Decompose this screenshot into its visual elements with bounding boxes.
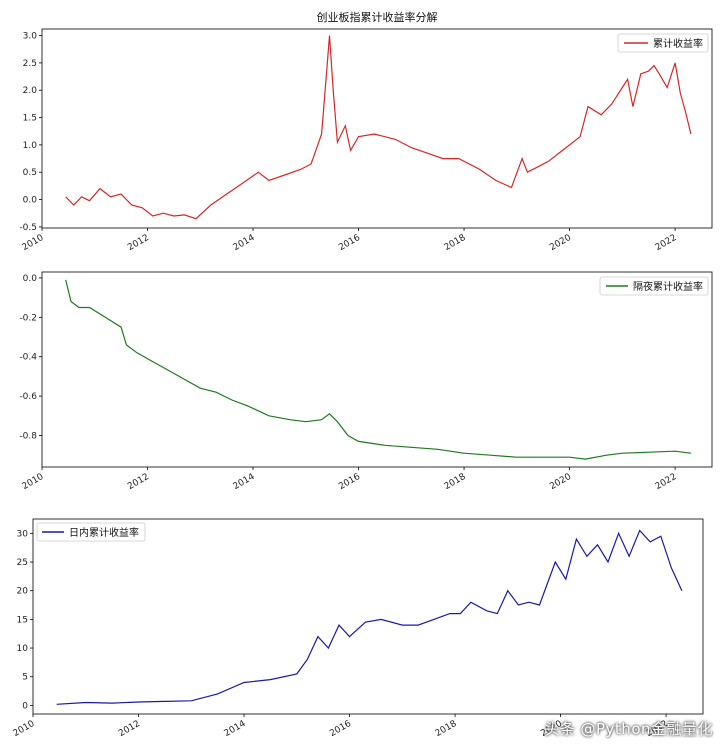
y-tick-label: 0 bbox=[22, 701, 28, 711]
x-tick-label: 2016 bbox=[337, 233, 362, 253]
yticks-overnight: -0.8 -0.6 -0.4 -0.2 0.0 bbox=[19, 274, 42, 441]
x-tick-label: 2012 bbox=[117, 719, 142, 739]
series-line-overnight bbox=[65, 279, 691, 460]
x-tick-label: 2010 bbox=[21, 472, 46, 492]
y-tick-label: 10 bbox=[17, 644, 29, 654]
yticks-intraday: 0 5 10 15 20 25 30 bbox=[17, 529, 33, 711]
y-tick-label: 0.0 bbox=[23, 274, 38, 284]
y-tick-label: 25 bbox=[17, 558, 28, 568]
y-tick-label: 2.5 bbox=[23, 59, 37, 69]
axes-frame-intraday bbox=[32, 518, 704, 715]
y-tick-label: 0.0 bbox=[23, 196, 38, 206]
watermark-text: 头条 @Python金融量化 bbox=[544, 720, 713, 738]
x-tick-label: 2016 bbox=[337, 472, 362, 492]
y-tick-label: 20 bbox=[17, 587, 29, 597]
y-tick-label: 1.5 bbox=[23, 114, 37, 124]
x-tick-label: 2010 bbox=[21, 233, 46, 253]
legend-intraday: 日内累计收益率 bbox=[36, 522, 146, 542]
x-tick-label: 2014 bbox=[232, 472, 257, 492]
y-tick-label: -0.8 bbox=[19, 431, 37, 441]
y-tick-label: 1.0 bbox=[23, 141, 38, 151]
legend-label-overnight: 隔夜累计收益率 bbox=[633, 280, 703, 293]
series-line-cumulative bbox=[65, 35, 692, 220]
xticks-cumulative: 2010 2012 2014 2016 2018 2020 2022 bbox=[21, 228, 679, 253]
legend-box-cumulative bbox=[617, 33, 709, 53]
y-tick-label: 3.0 bbox=[23, 32, 38, 42]
y-tick-label: 2.0 bbox=[23, 86, 38, 96]
x-tick-label: 2010 bbox=[12, 719, 37, 739]
x-tick-label: 2016 bbox=[328, 719, 353, 739]
legend-overnight: 隔夜累计收益率 bbox=[599, 276, 709, 296]
panel-overnight: -0.8 -0.6 -0.4 -0.2 0.0 2010 2012 2014 2016 2018… bbox=[19, 271, 713, 492]
legend-box-intraday bbox=[36, 522, 146, 542]
x-tick-label: 2020 bbox=[548, 472, 573, 492]
axes-frame-cumulative bbox=[41, 28, 713, 229]
x-tick-label: 2018 bbox=[443, 472, 468, 492]
series-line-intraday bbox=[56, 529, 683, 705]
x-tick-label: 2022 bbox=[654, 472, 679, 492]
x-tick-label: 2012 bbox=[126, 472, 151, 492]
y-tick-label: 0.5 bbox=[23, 168, 37, 178]
y-tick-label: -0.2 bbox=[19, 313, 37, 323]
x-tick-label: 2014 bbox=[223, 719, 248, 739]
y-tick-label: 5 bbox=[22, 673, 28, 683]
y-tick-label: 15 bbox=[17, 615, 28, 625]
legend-cumulative: 累计收益率 bbox=[617, 33, 709, 53]
x-tick-label: 2018 bbox=[443, 233, 468, 253]
y-tick-label: 30 bbox=[17, 529, 29, 539]
legend-box-overnight bbox=[599, 276, 709, 296]
figure-title: 创业板指累计收益率分解 bbox=[317, 10, 438, 24]
legend-label-intraday: 日内累计收益率 bbox=[69, 526, 139, 539]
x-tick-label: 2018 bbox=[434, 719, 459, 739]
x-tick-label: 2020 bbox=[548, 233, 573, 253]
axes-frame-overnight bbox=[41, 271, 713, 468]
legend-label-cumulative: 累计收益率 bbox=[653, 37, 703, 50]
yticks-cumulative: -0.5 0.0 0.5 1.0 1.5 2.0 2.5 3.0 bbox=[19, 32, 42, 233]
xticks-overnight: 2010 2012 2014 2016 2018 2020 2022 bbox=[21, 467, 679, 492]
x-tick-label: 2014 bbox=[232, 233, 257, 253]
x-tick-label: 2012 bbox=[126, 233, 151, 253]
y-tick-label: -0.5 bbox=[19, 223, 37, 233]
y-tick-label: -0.6 bbox=[19, 392, 37, 402]
panel-cumulative: -0.50.00.51.01.52.02.53.0 2010 2012 2014 20… bbox=[19, 28, 713, 253]
x-tick-label: 2022 bbox=[654, 233, 679, 253]
y-tick-label: -0.4 bbox=[19, 353, 37, 363]
